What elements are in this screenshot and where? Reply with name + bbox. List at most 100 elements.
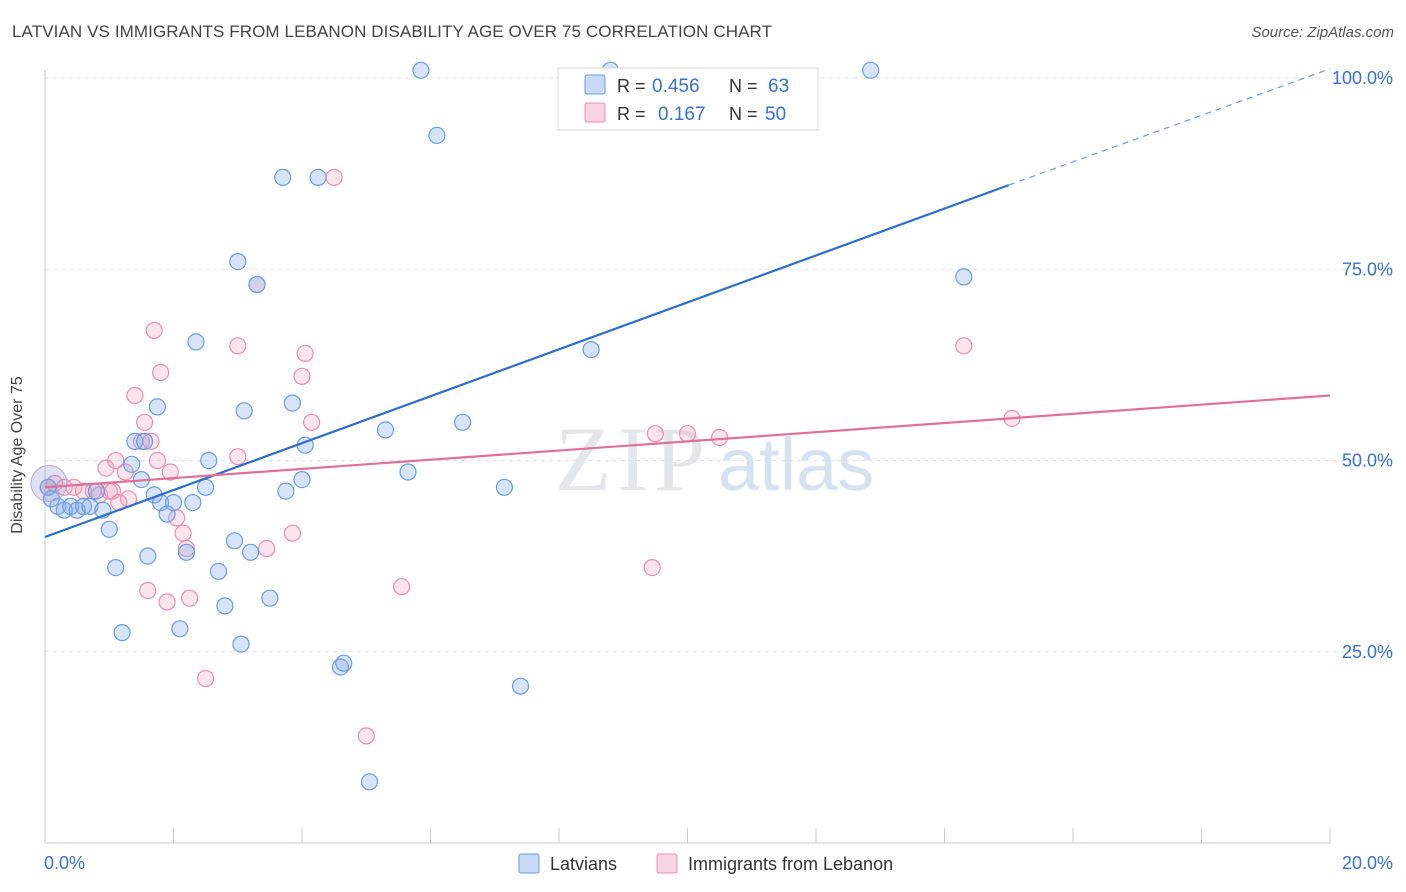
- lebanon-point: [955, 337, 973, 355]
- latvians-point: [861, 61, 880, 79]
- watermark-zip: ZIP: [555, 408, 711, 510]
- stats-legend-frame: [557, 67, 819, 131]
- latvians-point: [511, 677, 530, 695]
- lebanon-point: [643, 558, 661, 577]
- lebanon-point: [293, 367, 311, 385]
- latvians-point: [955, 268, 973, 286]
- latvians-point: [412, 61, 430, 79]
- latvians-point: [187, 333, 205, 351]
- lebanon-point: [678, 425, 697, 443]
- latvians-point: [148, 398, 166, 416]
- latvians-point: [283, 394, 301, 412]
- legend-swatch-lebanon: [656, 853, 678, 874]
- latvians-point: [209, 562, 228, 581]
- gridlines: [45, 77, 1395, 653]
- latvians-point: [428, 126, 446, 144]
- stats-legend-swatch-latvians: [584, 74, 606, 95]
- x-axis-ticks: [44, 828, 1331, 843]
- stats-legend: R = 0.456 N = 63 R = 0.167 N = 50: [557, 67, 819, 131]
- latvians-point: [216, 597, 234, 615]
- y-tick-label: 75.0%: [1342, 259, 1393, 279]
- lebanon-point: [139, 581, 157, 600]
- y-axis-label: Disability Age Over 75: [9, 376, 26, 534]
- latvians-point: [335, 654, 353, 672]
- series-latvians-points: [30, 61, 973, 791]
- lebanon-point: [161, 463, 179, 481]
- lebanon-point: [136, 413, 154, 431]
- latvians-point: [123, 455, 141, 473]
- lebanon-point: [107, 451, 125, 470]
- latvians-point: [74, 497, 93, 515]
- latvians-point: [107, 558, 125, 577]
- latvians-point: [100, 520, 118, 538]
- lebanon-point: [325, 168, 343, 186]
- stats-n-label-1: N =: [729, 76, 758, 96]
- latvians-point: [225, 532, 244, 550]
- latvians-point: [200, 451, 218, 470]
- latvians-point: [164, 494, 183, 512]
- lebanon-point: [177, 539, 195, 558]
- legend-label-lebanon: Immigrants from Lebanon: [688, 854, 893, 874]
- lebanon-point: [710, 428, 729, 447]
- lebanon-point: [393, 578, 411, 596]
- legend-label-latvians: Latvians: [550, 854, 617, 874]
- lebanon-point: [283, 524, 301, 542]
- lebanon-point: [65, 478, 83, 496]
- lebanon-point: [258, 539, 276, 558]
- y-tick-label: 100.0%: [1332, 68, 1393, 88]
- stats-r-value-2: 0.167: [658, 104, 706, 125]
- latvians-point: [399, 463, 417, 481]
- latvians-point: [87, 482, 106, 500]
- lebanon-point: [229, 337, 247, 355]
- y-tick-label: 25.0%: [1342, 642, 1393, 662]
- latvians-point: [248, 275, 266, 294]
- x-tick-label: 20.0%: [1342, 853, 1393, 873]
- cluster-point: [30, 464, 68, 502]
- latvians-point: [277, 482, 295, 500]
- lebanon-point: [296, 344, 314, 362]
- lebanon-point: [148, 451, 166, 470]
- stats-n-label-2: N =: [729, 104, 758, 124]
- y-tick-label: 50.0%: [1342, 451, 1393, 471]
- latvians-point: [229, 253, 247, 271]
- latvians-point: [293, 471, 311, 489]
- legend-swatch-latvians: [518, 853, 540, 874]
- lebanon-point: [646, 425, 665, 443]
- latvians-point: [376, 421, 395, 439]
- series-legend: Latvians Immigrants from Lebanon: [518, 853, 893, 874]
- latvians-point: [113, 623, 131, 642]
- lebanon-point: [357, 727, 375, 745]
- lebanon-point: [145, 321, 163, 339]
- latvians-point: [171, 620, 189, 638]
- latvians-point: [454, 413, 472, 431]
- latvians-point: [309, 168, 327, 186]
- trend-latvians: [44, 184, 1010, 539]
- latvians-point: [232, 635, 250, 653]
- lebanon-point: [152, 363, 170, 382]
- latvians-point: [184, 494, 202, 512]
- latvians-point: [177, 543, 195, 561]
- latvians-point: [582, 341, 600, 359]
- trend-latvians-extension: [1008, 68, 1331, 186]
- lebanon-point: [197, 669, 215, 688]
- latvians-point: [126, 432, 144, 450]
- stats-r-label-1: R =: [617, 76, 646, 96]
- latvians-point: [261, 589, 279, 607]
- latvians-point: [81, 497, 99, 515]
- y-tick-labels: 25.0% 50.0% 75.0% 100.0%: [1332, 68, 1393, 662]
- lebanon-point: [181, 589, 199, 607]
- stats-r-label-2: R =: [617, 104, 646, 124]
- latvians-point: [235, 402, 253, 420]
- stats-n-value-2: 50: [765, 104, 786, 125]
- latvians-point: [274, 168, 292, 186]
- lebanon-point: [303, 413, 321, 431]
- stats-legend-swatch-lebanon: [584, 102, 606, 123]
- lebanon-point: [158, 593, 176, 611]
- latvians-point: [197, 478, 215, 496]
- stats-r-value-1: 0.456: [652, 76, 700, 97]
- chart-source: Source: ZipAtlas.com: [1251, 24, 1394, 41]
- chart-title: LATVIAN VS IMMIGRANTS FROM LEBANON DISAB…: [12, 22, 773, 41]
- lebanon-point: [174, 524, 192, 542]
- stats-n-value-1: 63: [768, 76, 789, 97]
- series-lebanon-points: [39, 168, 1021, 745]
